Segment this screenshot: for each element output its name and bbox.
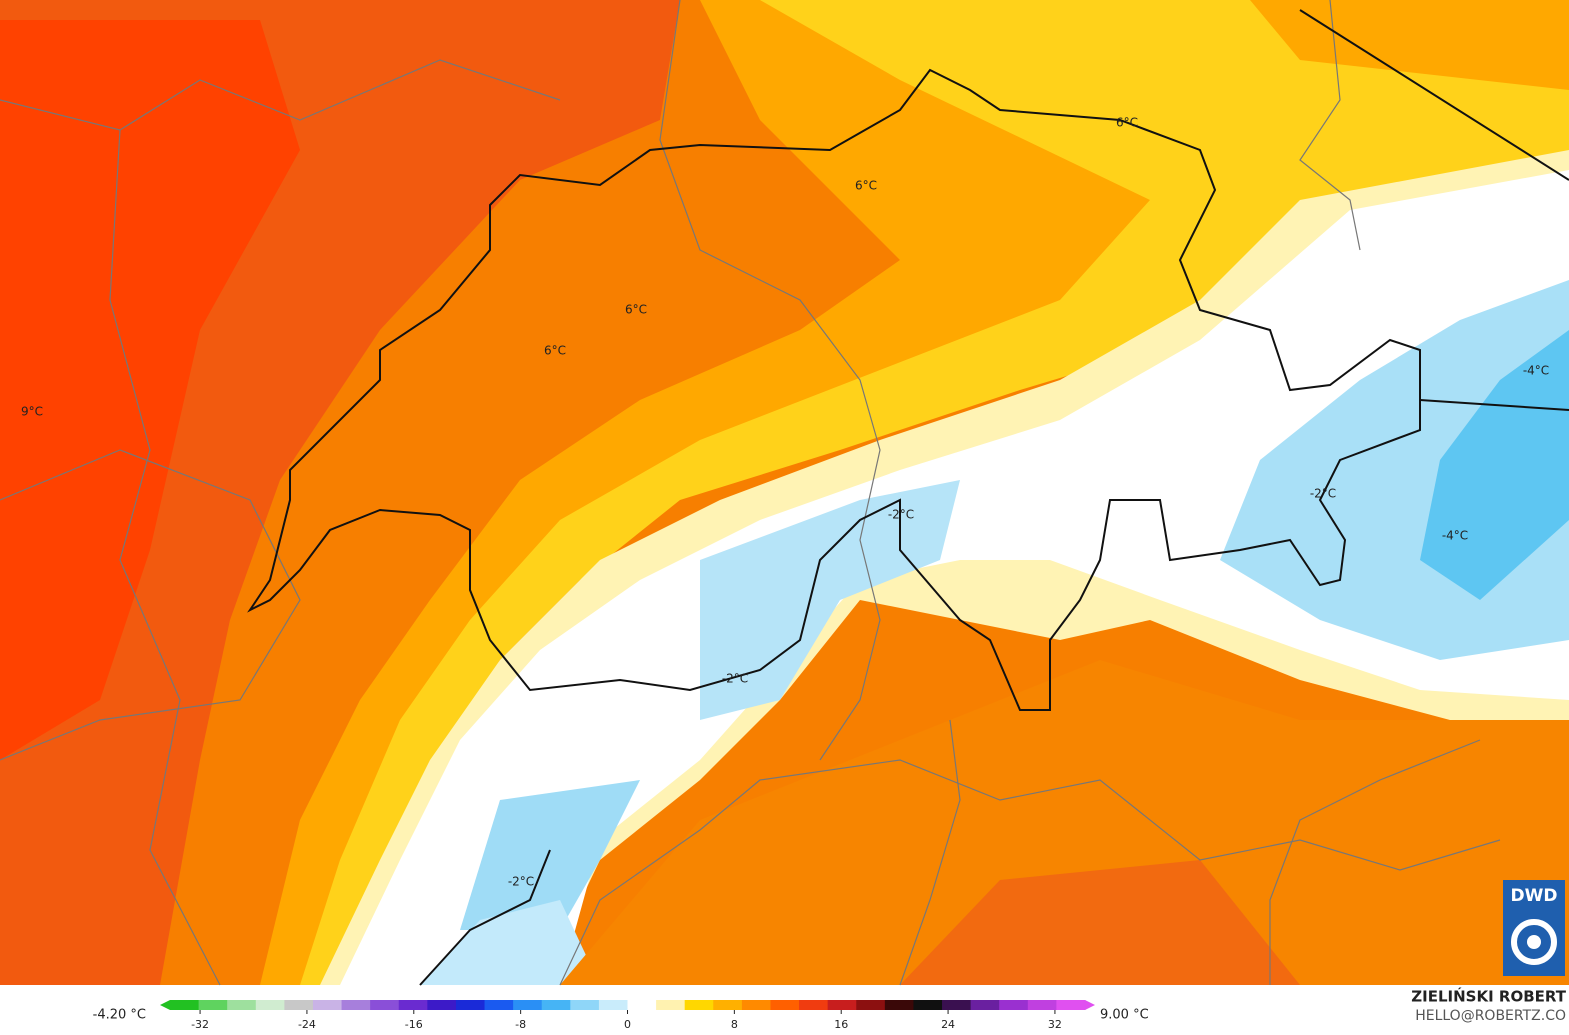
- region-border: [0, 59, 561, 131]
- temperature-label: 6°C: [1116, 116, 1138, 130]
- colorbar-segment: [198, 1000, 228, 1010]
- warmest-zone: [0, 20, 300, 760]
- colorbar-segment: [913, 1000, 943, 1010]
- temperature-label: -4°C: [1442, 529, 1468, 543]
- colorbar-segment: [856, 1000, 886, 1010]
- logo-text: DWD: [1511, 886, 1558, 906]
- region-border: [0, 449, 301, 761]
- colorbar-segment: [312, 1000, 343, 1010]
- temperature-label: 6°C: [544, 344, 566, 358]
- colorbar-segment: [627, 1000, 657, 1010]
- colorbar-segment: [284, 1000, 314, 1010]
- temperature-label: -4°C: [1523, 364, 1549, 378]
- colorbar-segment: [427, 1000, 457, 1010]
- dwd-logo: DWD: [1503, 880, 1565, 976]
- colorbar-segment: [884, 1000, 914, 1010]
- colorbar-tick-label: 0: [624, 1018, 631, 1031]
- colorbar-tick-label: 8: [731, 1018, 738, 1031]
- colorbar-segment: [170, 1000, 200, 1010]
- cold-zone: [420, 900, 600, 985]
- country-border: [247, 68, 1421, 711]
- author: ZIELIŃSKI ROBERT: [1411, 987, 1566, 1006]
- country-border: [419, 9, 1569, 986]
- colorbar-segment: [341, 1000, 371, 1010]
- colorbar-segment: [713, 1000, 743, 1010]
- colorbar-segment: [398, 1000, 428, 1010]
- colorbar-tick-label: -16: [405, 1018, 423, 1031]
- freezing-zone: [340, 170, 1569, 985]
- cold-zone: [460, 780, 640, 930]
- email: HELLO@ROBERTZ.CO: [1415, 1008, 1566, 1024]
- colorbar-end: [160, 1000, 170, 1010]
- region-border: [109, 129, 221, 986]
- logo-swirl: [1527, 935, 1541, 949]
- colorbar-segment: [999, 1000, 1029, 1010]
- temperature-label: -2°C: [1310, 487, 1336, 501]
- temperature-label: -2°C: [722, 672, 748, 686]
- colorbar-segment: [255, 1000, 285, 1010]
- region-border: [1269, 739, 1481, 985]
- temperature-label: -2°C: [888, 508, 914, 522]
- colorbar-segment: [741, 1000, 771, 1010]
- warm-south: [900, 860, 1300, 985]
- region-borders: [0, 0, 1501, 986]
- colorbar-segment: [598, 1000, 628, 1010]
- colorbar-segment: [1056, 1000, 1086, 1010]
- colorbar-tick-label: 16: [834, 1018, 848, 1031]
- colorbar-segment: [484, 1000, 514, 1010]
- min-label: -4.20 °C: [93, 1008, 146, 1023]
- temperature-label: 6°C: [625, 303, 647, 317]
- colorbar-tick-label: 32: [1048, 1018, 1062, 1031]
- colorbar-segment: [827, 1000, 857, 1010]
- colorbar-segment: [455, 1000, 486, 1010]
- colorbar-segment: [942, 1000, 972, 1010]
- colorbar-segment: [970, 1000, 1000, 1010]
- region-border: [559, 759, 1501, 986]
- colorbar-segment: [370, 1000, 400, 1010]
- cold-zone: [700, 480, 960, 720]
- logo-swirl: [1511, 919, 1557, 965]
- temperature-label: 9°C: [21, 405, 43, 419]
- cool-zone: [300, 0, 1569, 985]
- temperature-label: -2°C: [508, 875, 534, 889]
- warm-south: [560, 660, 1569, 985]
- colorbar-tick-label: 24: [941, 1018, 955, 1031]
- colorbar-segment: [799, 1000, 829, 1010]
- colorbar-segment: [1027, 1000, 1057, 1010]
- map: 9°C 6°C 6°C 6°C 6°C -2°C -2°C -2°C -2°C …: [0, 0, 1569, 986]
- region-border: [659, 0, 881, 761]
- temperature-label: 6°C: [855, 179, 877, 193]
- colorbar-segment: [570, 1000, 600, 1010]
- colorbar-segment: [684, 1000, 714, 1010]
- region-border: [1299, 0, 1361, 251]
- colorbar-segment: [770, 1000, 800, 1010]
- colorbar-tick-label: -32: [191, 1018, 209, 1031]
- colorbar-tick-label: -8: [515, 1018, 526, 1031]
- colorbar-segment: [656, 1000, 686, 1010]
- colorbar: -4.20 °C 9.00 °C -32 -24 -16 -8 0 8 16 24 32: [93, 1000, 1149, 1031]
- colorbar-segment: [513, 1000, 543, 1010]
- region-border: [899, 719, 961, 986]
- colorbar-tick-label: -24: [298, 1018, 316, 1031]
- max-label: 9.00 °C: [1100, 1008, 1149, 1023]
- colorbar-end: [1085, 1000, 1095, 1010]
- coldest-zone: [1420, 330, 1569, 600]
- colorbar-segment: [541, 1000, 571, 1010]
- colorbar-segment: [227, 1000, 257, 1010]
